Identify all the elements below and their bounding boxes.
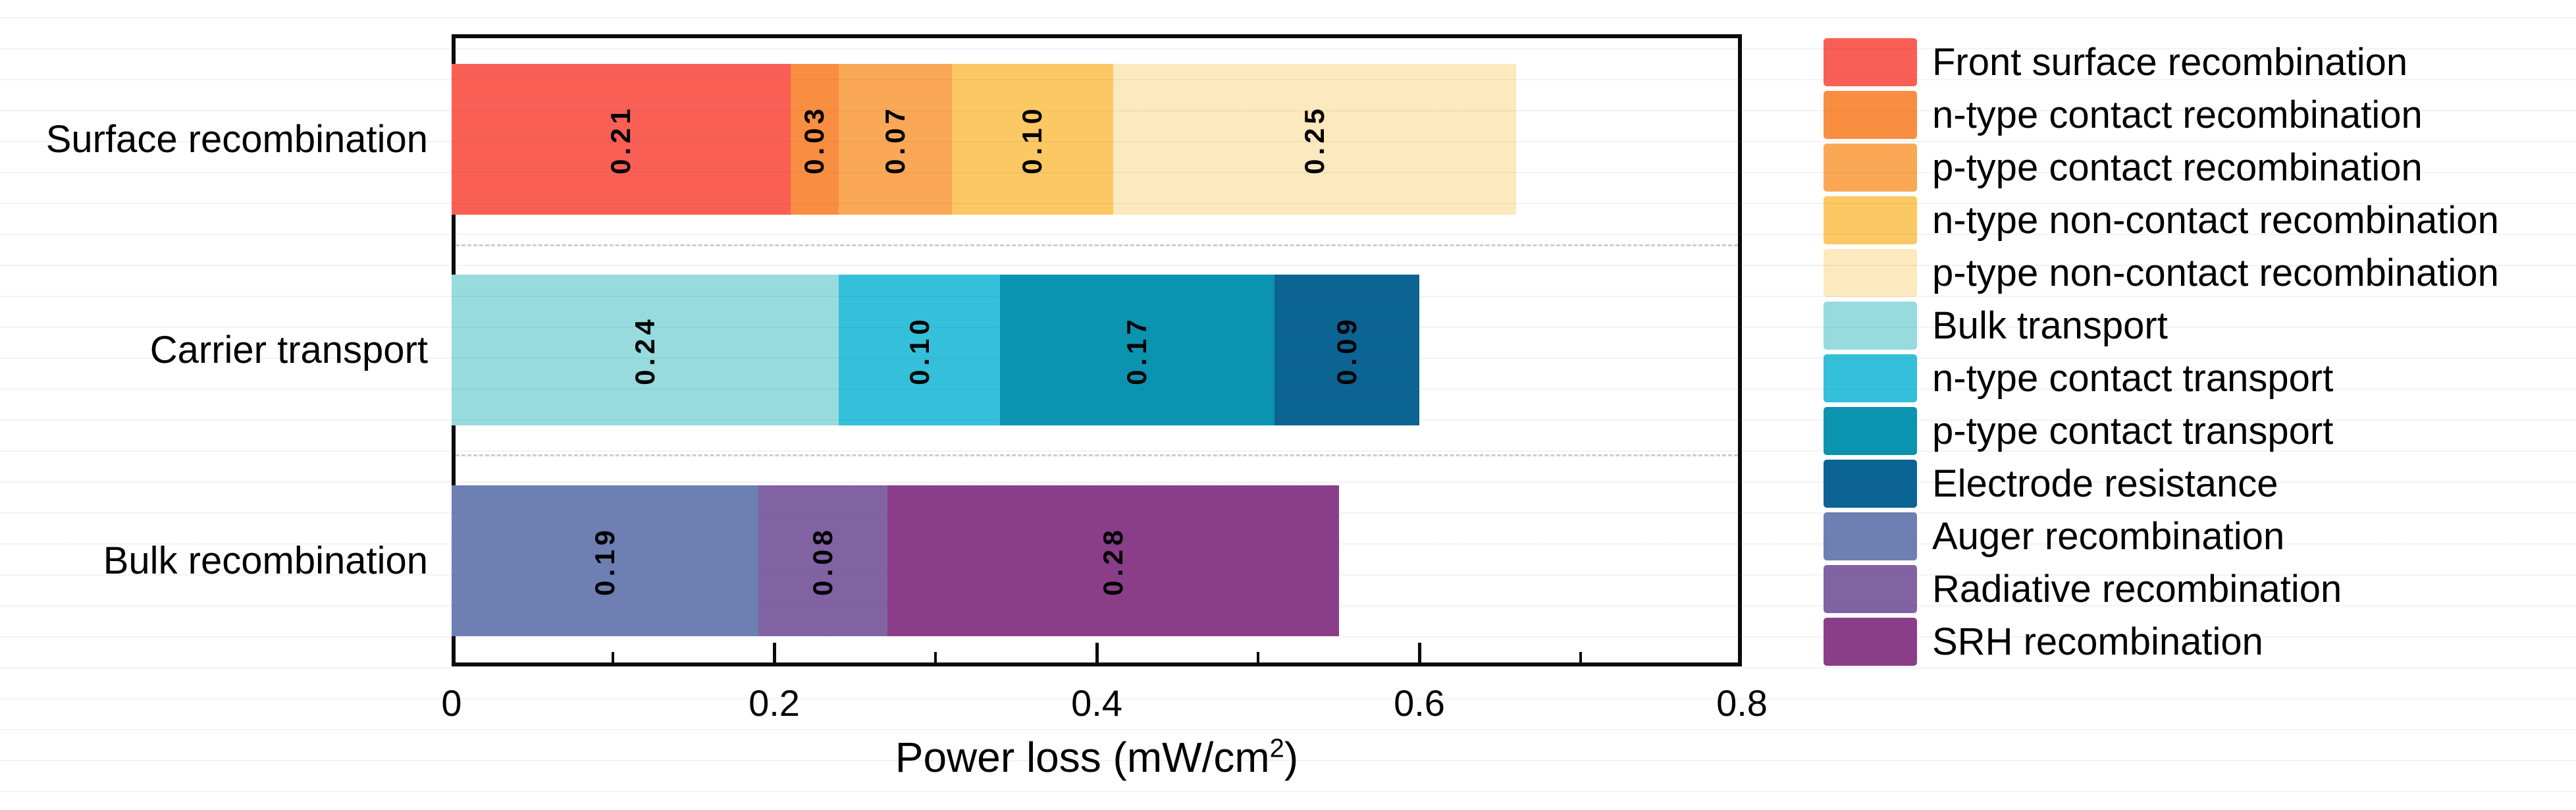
- legend-swatch: [1824, 91, 1917, 139]
- x-axis-major-tick: [772, 643, 776, 662]
- bar-value-label: 0.10: [903, 315, 935, 385]
- legend-swatch: [1824, 460, 1917, 508]
- bar-segment: 0.10: [951, 64, 1113, 215]
- bar-value-label: 0.24: [629, 315, 660, 385]
- category-label: Surface recombination: [45, 117, 428, 161]
- bar-value-label: 0.28: [1097, 526, 1128, 596]
- x-axis-tick-label: 0.8: [1716, 682, 1768, 724]
- bar-segment: 0.07: [839, 64, 952, 215]
- bar-segment: 0.19: [452, 485, 758, 636]
- legend-swatch: [1824, 618, 1917, 666]
- bar-segment: 0.25: [1113, 64, 1516, 215]
- x-axis-minor-tick: [934, 652, 937, 662]
- bar-segment: 0.10: [839, 275, 1000, 425]
- bar-segment: 0.28: [887, 485, 1339, 636]
- bar-segment: 0.09: [1274, 275, 1419, 425]
- x-axis-tick-label: 0.4: [1071, 682, 1122, 724]
- legend-swatch: [1824, 354, 1917, 402]
- x-axis-minor-tick: [1579, 652, 1582, 662]
- bar-value-label: 0.07: [879, 104, 910, 175]
- legend-swatch: [1824, 512, 1917, 560]
- x-axis-tick-label: 0.6: [1394, 682, 1445, 724]
- legend-swatch: [1824, 196, 1917, 244]
- bar-value-label: 0.21: [605, 104, 637, 175]
- group-separator-line: [456, 454, 1738, 456]
- legend-label: n-type contact transport: [1932, 357, 2334, 400]
- legend-label: Radiative recombination: [1932, 568, 2342, 610]
- legend-label: SRH recombination: [1932, 620, 2263, 663]
- group-separator-line: [456, 244, 1738, 246]
- legend-swatch: [1824, 249, 1917, 297]
- bar-segment: 0.08: [758, 485, 887, 636]
- x-axis-tick-label: 0.2: [749, 682, 800, 724]
- legend-swatch: [1824, 302, 1917, 350]
- category-label: Bulk recombination: [103, 539, 428, 582]
- x-axis-major-tick: [1417, 643, 1421, 662]
- legend-label: Bulk transport: [1932, 304, 2168, 347]
- x-axis-title-suffix: ): [1284, 734, 1299, 781]
- x-axis-major-tick: [1095, 643, 1099, 662]
- x-axis-title: Power loss (mW/cm2): [452, 728, 1742, 786]
- bar-segment: 0.21: [452, 64, 791, 215]
- x-axis-title-superscript: 2: [1269, 734, 1284, 763]
- bar-value-label: 0.03: [799, 104, 830, 175]
- x-axis-tick-label: 0: [441, 682, 462, 724]
- bar-value-label: 0.19: [589, 526, 620, 596]
- x-axis-minor-tick: [1257, 652, 1259, 662]
- bar-value-label: 0.08: [806, 526, 838, 596]
- category-label: Carrier transport: [149, 328, 428, 371]
- legend-label: p-type contact recombination: [1932, 146, 2423, 189]
- x-axis-minor-tick: [612, 652, 614, 662]
- legend-swatch: [1824, 565, 1917, 613]
- bar-value-label: 0.10: [1016, 104, 1047, 175]
- legend-swatch: [1824, 144, 1917, 192]
- legend-swatch: [1824, 38, 1917, 86]
- legend-label: Front surface recombination: [1932, 41, 2408, 84]
- bar-value-label: 0.09: [1330, 315, 1362, 385]
- legend-swatch: [1824, 407, 1917, 455]
- bar-value-label: 0.25: [1298, 104, 1330, 175]
- bar-segment: 0.17: [1000, 275, 1275, 425]
- legend-label: n-type contact recombination: [1932, 94, 2423, 136]
- x-axis-title-text: Power loss (mW/cm: [895, 734, 1270, 781]
- bar-segment: 0.24: [452, 275, 839, 425]
- bar-segment: 0.03: [790, 64, 839, 215]
- legend-label: n-type non-contact recombination: [1932, 199, 2499, 242]
- legend-label: Electrode resistance: [1932, 462, 2278, 505]
- legend-label: p-type contact transport: [1932, 410, 2334, 452]
- legend-label: Auger recombination: [1932, 515, 2285, 558]
- bar-value-label: 0.17: [1121, 315, 1153, 385]
- legend-label: p-type non-contact recombination: [1932, 252, 2499, 294]
